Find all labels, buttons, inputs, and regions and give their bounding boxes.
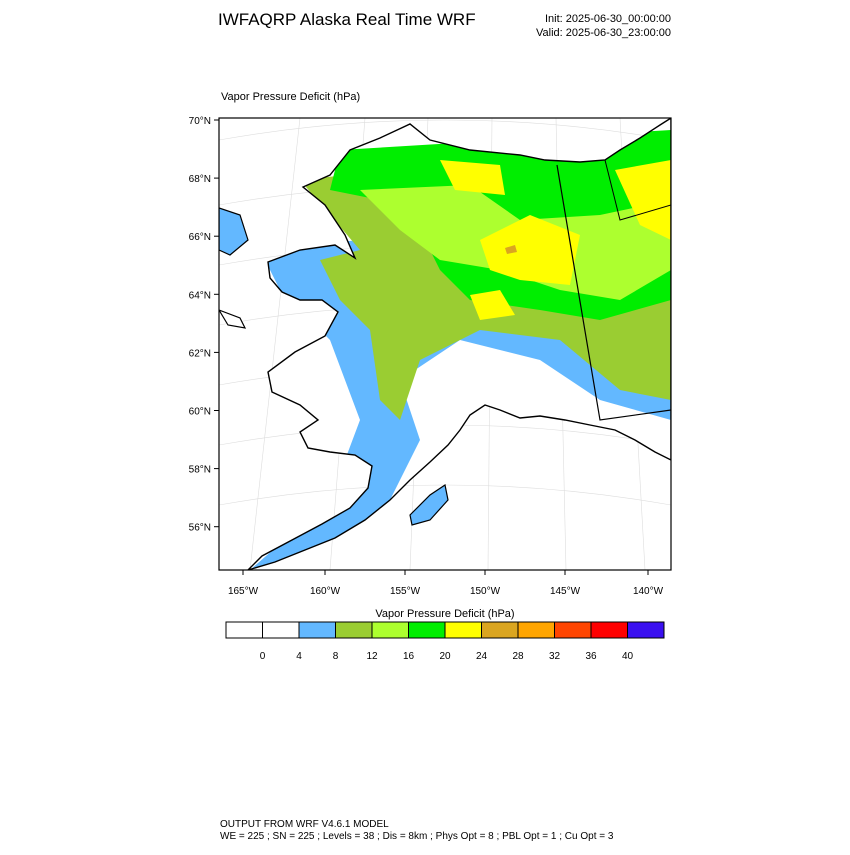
lon-label: 160°W [310, 586, 341, 597]
lat-label: 70°N [189, 116, 211, 127]
lon-label: 150°W [470, 586, 501, 597]
colorbar-box [371, 621, 409, 639]
colorbar-label: 0 [260, 651, 266, 662]
lon-labels: 165°W 160°W 155°W 150°W 145°W 140°W [228, 570, 664, 597]
lat-label: 58°N [189, 465, 211, 476]
lat-label: 64°N [189, 290, 211, 301]
colorbar-box [225, 621, 263, 639]
colorbar-label: 16 [403, 651, 415, 662]
colorbar-label: 32 [549, 651, 561, 662]
lon-label: 165°W [228, 586, 259, 597]
colorbar-label: 24 [476, 651, 488, 662]
lat-label: 66°N [189, 232, 211, 243]
colorbar-box [298, 621, 336, 639]
colorbar-box [335, 621, 373, 639]
colorbar-label: 4 [296, 651, 302, 662]
title: IWFAQRP Alaska Real Time WRF [218, 10, 476, 29]
colorbar-box [262, 621, 300, 639]
colorbar-box [517, 621, 555, 639]
lat-labels: 70°N 68°N 66°N 64°N 62°N 60°N 58°N 56°N [189, 116, 219, 534]
lon-label: 145°W [550, 586, 581, 597]
lat-label: 62°N [189, 348, 211, 359]
colorbar-box [554, 621, 592, 639]
colorbar-box [590, 621, 628, 639]
colorbar-label: 28 [512, 651, 524, 662]
init-time: Init: 2025-06-30_00:00:00 [545, 13, 671, 25]
lon-label: 140°W [633, 586, 664, 597]
colorbar-box [444, 621, 482, 639]
colorbar-label: 20 [439, 651, 451, 662]
footer-line: OUTPUT FROM WRF V4.6.1 MODEL [220, 819, 389, 830]
lat-label: 68°N [189, 174, 211, 185]
field-label: Vapor Pressure Deficit (hPa) [221, 91, 360, 103]
colorbar-box [408, 621, 446, 639]
colorbar-label: 8 [333, 651, 339, 662]
colorbar-label: 36 [585, 651, 597, 662]
colorbar: 0 4 8 12 16 20 24 28 32 36 40 [225, 621, 665, 662]
lon-label: 155°W [390, 586, 421, 597]
map [219, 118, 671, 570]
lat-label: 60°N [189, 407, 211, 418]
colorbar-title: Vapor Pressure Deficit (hPa) [375, 608, 514, 620]
colorbar-label: 12 [366, 651, 378, 662]
map-frame [218, 117, 672, 571]
valid-time: Valid: 2025-06-30_23:00:00 [536, 27, 671, 39]
colorbar-box [481, 621, 519, 639]
colorbar-box [627, 621, 665, 639]
colorbar-label: 40 [622, 651, 634, 662]
footer-line: WE = 225 ; SN = 225 ; Levels = 38 ; Dis … [220, 831, 614, 842]
lat-label: 56°N [189, 523, 211, 534]
